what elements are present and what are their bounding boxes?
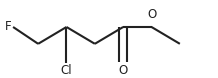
Text: O: O [147, 8, 156, 21]
Text: O: O [119, 64, 128, 77]
Text: Cl: Cl [61, 64, 72, 77]
Text: F: F [5, 21, 11, 33]
